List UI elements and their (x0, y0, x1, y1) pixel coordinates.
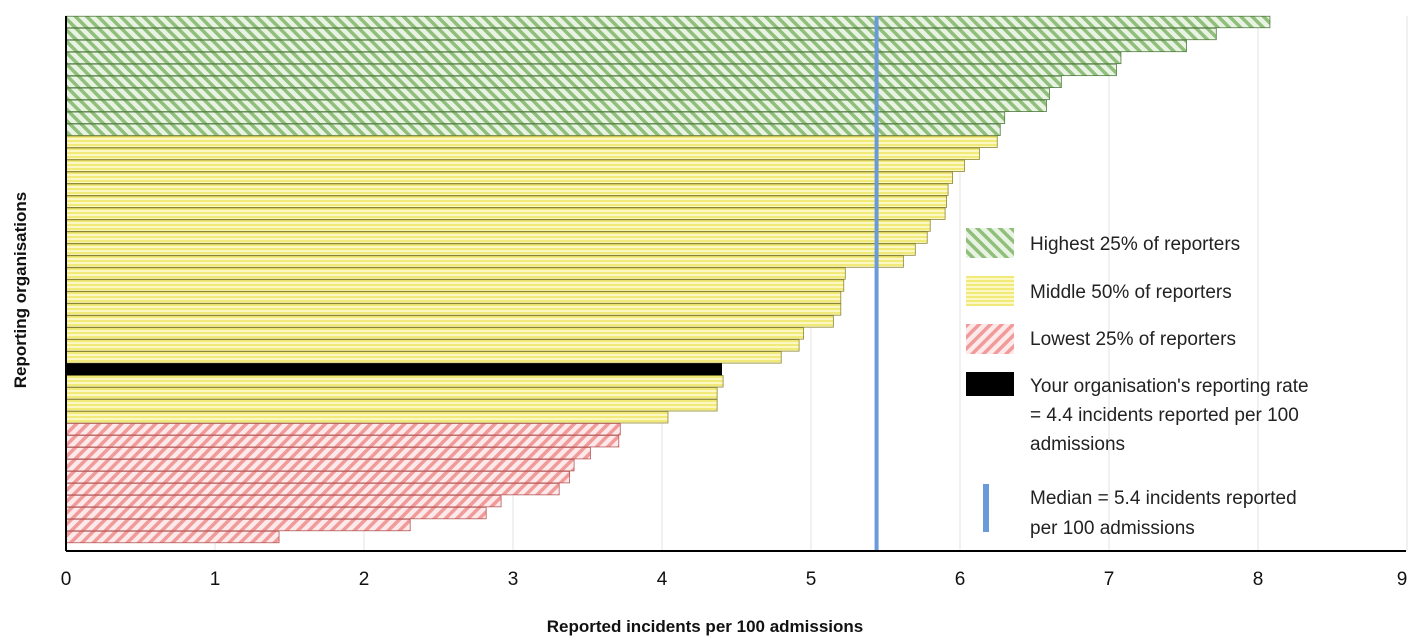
axes: 0 1 2 3 4 5 6 7 8 9 (61, 16, 1408, 590)
bar-lowest (65, 506, 487, 520)
bar-middle (65, 243, 916, 256)
bar-highest (65, 39, 1187, 53)
x-axis-title: Reported incidents per 100 admissions (547, 617, 863, 636)
bar-highest (65, 111, 1006, 124)
bar-middle (65, 159, 965, 172)
bar-middle (65, 183, 949, 196)
bar-lowest (65, 458, 575, 472)
bar-middle (65, 351, 782, 364)
x-tick-label: 2 (359, 569, 370, 590)
legend-swatch-median (983, 484, 989, 532)
bar-highest (65, 27, 1217, 41)
x-tick-label: 3 (508, 569, 519, 590)
legend-label-yours-line1: Your organisation's reporting rate (1030, 376, 1309, 397)
bars (65, 15, 1271, 544)
bar-highest (65, 15, 1271, 29)
bar-middle (65, 219, 931, 232)
bar-middle (65, 339, 800, 352)
legend-label-highest: Highest 25% of reporters (1030, 234, 1240, 255)
bar-middle (65, 291, 842, 304)
x-tick-label: 0 (61, 569, 72, 590)
bar-highest (65, 51, 1122, 65)
legend-label-yours-line2: = 4.4 incidents reported per 100 (1030, 405, 1299, 426)
bar-highest (65, 99, 1047, 112)
x-tick-label: 5 (806, 569, 817, 590)
y-axis-title: Reporting organisations (11, 192, 30, 388)
bar-middle (65, 267, 846, 280)
bar-lowest (65, 482, 560, 496)
bar-your-organisation (65, 363, 722, 376)
legend-label-lowest: Lowest 25% of reporters (1030, 329, 1236, 350)
legend-label-yours-line3: admissions (1030, 434, 1125, 455)
x-tick-label: 9 (1397, 569, 1408, 590)
bar-lowest (65, 435, 620, 448)
x-tick-label: 1 (210, 569, 221, 590)
legend-label-median-line2: per 100 admissions (1030, 518, 1195, 539)
bar-highest (65, 75, 1062, 89)
bar-middle (65, 195, 947, 208)
bar-middle (65, 279, 845, 292)
bar-lowest (65, 423, 621, 436)
bar-middle (65, 231, 928, 244)
legend-label-middle: Middle 50% of reporters (1030, 282, 1232, 303)
bar-highest (65, 123, 1001, 136)
legend-swatch-yours (966, 372, 1014, 396)
bar-middle (65, 303, 842, 316)
bar-middle (65, 171, 953, 184)
bar-middle (65, 399, 718, 412)
bar-lowest (65, 494, 502, 508)
bar-lowest (65, 447, 591, 460)
bar-lowest (65, 518, 411, 532)
bar-middle (65, 135, 998, 148)
x-tick-label: 8 (1253, 569, 1264, 590)
legend: Highest 25% of reporters Middle 50% of r… (966, 228, 1309, 539)
bar-middle (65, 411, 669, 424)
legend-label-median-line1: Median = 5.4 incidents reported (1030, 488, 1297, 509)
legend-swatch-lowest (966, 324, 1014, 354)
bar-middle (65, 147, 980, 160)
legend-swatch-middle (966, 276, 1014, 306)
bar-middle (65, 315, 834, 328)
bar-middle (65, 207, 946, 220)
bar-middle (65, 375, 724, 388)
bar-highest (65, 63, 1117, 77)
bar-middle (65, 255, 904, 268)
legend-swatch-highest (966, 228, 1014, 258)
bar-lowest (65, 530, 280, 544)
bar-middle (65, 327, 804, 340)
x-tick-label: 6 (955, 569, 966, 590)
bar-middle (65, 387, 718, 400)
bar-lowest (65, 470, 571, 484)
bar-highest (65, 87, 1050, 100)
x-tick-label: 7 (1104, 569, 1115, 590)
x-tick-label: 4 (657, 569, 668, 590)
